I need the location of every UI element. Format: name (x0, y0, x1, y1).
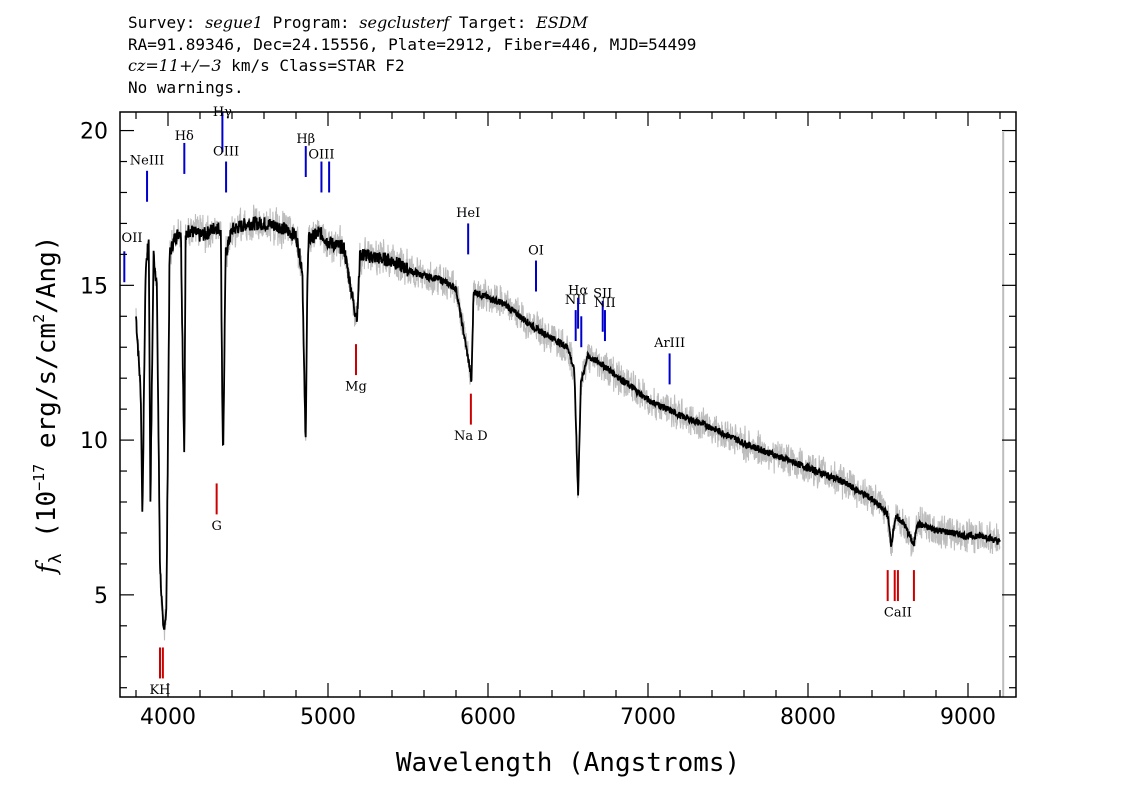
emission-line-label: HeI (456, 206, 480, 221)
x-tick-label: 9000 (940, 705, 996, 730)
y-axis-title-subscript: λ (46, 554, 66, 564)
cz-value: =11+/−3 (145, 56, 222, 75)
emission-line-label: OIII (213, 144, 239, 159)
flux-spectrum (135, 216, 1001, 631)
emission-line-label: SII (593, 287, 612, 302)
plot-frame (119, 111, 1017, 698)
emission-line-label: OIII (308, 147, 334, 162)
y-axis-title: fλ (10−17 erg/s/cm2/Ang) (30, 236, 66, 576)
y-axis-title-mid: (10 (32, 491, 62, 554)
emission-line-label: Hδ (175, 129, 194, 144)
emission-line-label: Hα (568, 284, 588, 299)
y-axis-title-units: erg/s/cm (32, 323, 62, 464)
spectrum-header: Survey: segue1 Program: segclusterf Targ… (128, 12, 1028, 98)
emission-line-label: NII (594, 296, 616, 311)
absorption-line-label: Na D (454, 429, 488, 444)
program-value: segclusterf (359, 13, 450, 32)
absorption-line-label: KH (149, 683, 170, 698)
target-value: ESDM (536, 13, 588, 32)
emission-line-label: ArIII (653, 336, 685, 351)
error-band-layer (135, 132, 1005, 697)
y-tick-label: 20 (80, 120, 108, 145)
x-tick-label: 6000 (460, 705, 516, 730)
class-text: km/s Class=STAR F2 (221, 56, 405, 75)
target-label: Target: (458, 13, 527, 32)
x-tick-label: 8000 (780, 705, 836, 730)
header-line-redshift: cz=11+/−3 km/s Class=STAR F2 (128, 55, 1028, 77)
axis-ticks (120, 112, 1016, 697)
survey-label: Survey: (128, 13, 196, 32)
header-line-coordinates: RA=91.89346, Dec=24.15556, Plate=2912, F… (128, 34, 697, 54)
absorption-line-label: G (211, 519, 221, 534)
y-tick-label: 5 (94, 584, 108, 609)
y-axis-title-exponent2: 2 (30, 314, 48, 323)
header-line-warnings: No warnings. (128, 77, 244, 97)
program-label: Program: (272, 13, 350, 32)
survey-value: segue1 (205, 13, 263, 32)
absorption-line-label: CaII (884, 606, 912, 621)
error-spectrum (135, 204, 1001, 641)
emission-line-label: OI (528, 243, 544, 258)
x-tick-label: 4000 (140, 705, 196, 730)
x-tick-label: 7000 (620, 705, 676, 730)
emission-line-label: OII (122, 231, 143, 246)
emission-line-label: NII (565, 293, 587, 308)
y-tick-labels: 5 10 15 20 (80, 120, 108, 609)
cz-label: cz (128, 56, 146, 75)
y-tick-label: 10 (80, 429, 108, 454)
y-tick-label: 15 (80, 274, 108, 299)
flux-line-layer (135, 216, 1001, 631)
y-axis-title-exponent: −17 (30, 464, 48, 491)
emission-line-label: NeIII (130, 154, 164, 169)
x-axis-title: Wavelength (Angstroms) (396, 748, 740, 778)
y-axis-title-end: /Ang) (32, 236, 62, 314)
x-tick-label: 5000 (300, 705, 356, 730)
absorption-line-label: Mg (345, 380, 367, 395)
header-line-survey: Survey: segue1 Program: segclusterf Targ… (128, 12, 1028, 34)
x-tick-labels: 4000 5000 6000 7000 8000 9000 (140, 705, 996, 730)
emission-line-label: Hβ (296, 132, 315, 147)
